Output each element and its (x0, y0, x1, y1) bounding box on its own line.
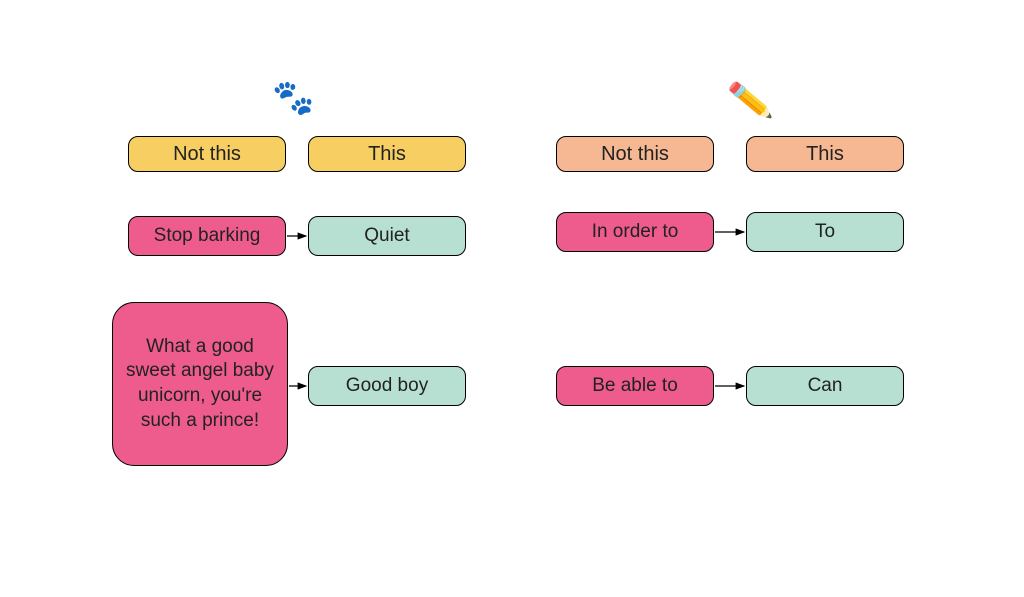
arrow-left-row1 (0, 0, 1024, 597)
